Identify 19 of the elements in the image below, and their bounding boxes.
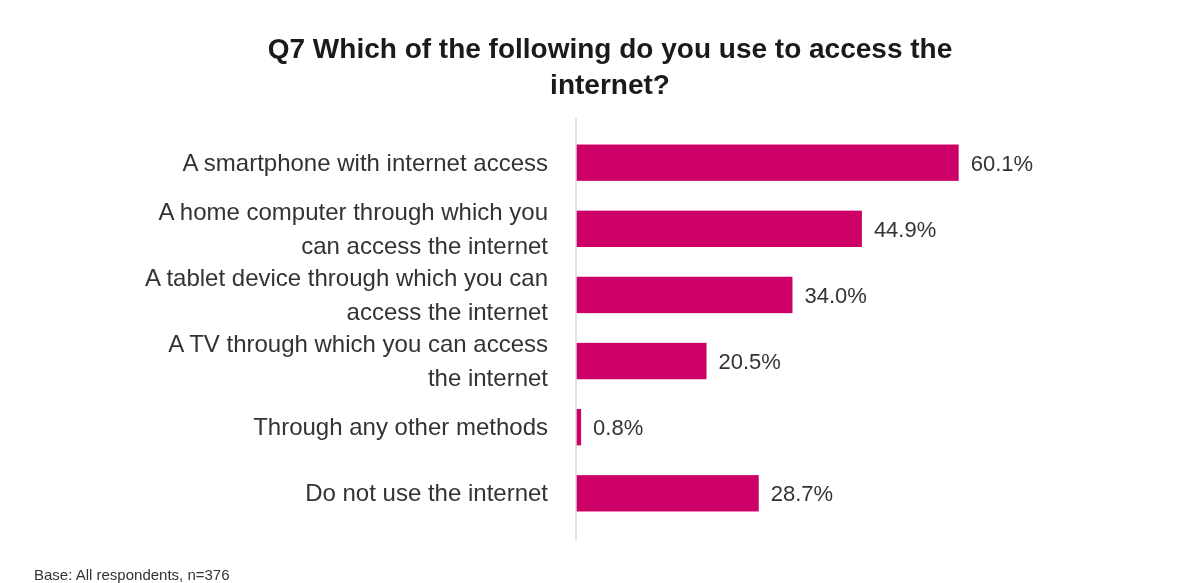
y-tick-label: A tablet device through which you can access the internet xyxy=(145,263,549,325)
bar xyxy=(576,475,759,512)
data-label: 0.8% xyxy=(593,415,644,441)
y-tick-label: A home computer through which you can access the internet xyxy=(158,197,549,259)
y-tick-label: Do not use the internet xyxy=(305,479,549,507)
data-label: 20.5% xyxy=(718,349,781,375)
y-tick-label: A TV through which you can access the internet xyxy=(168,330,549,392)
bar xyxy=(576,342,707,380)
data-label: 34.0% xyxy=(804,282,867,308)
data-label: 28.7% xyxy=(770,481,834,507)
data-label: 44.9% xyxy=(873,216,937,242)
text: Base: All respondents, n=376 xyxy=(34,566,230,583)
bar xyxy=(576,144,959,181)
y-tick-label: Through any other methods xyxy=(253,413,548,441)
chart-title: Q7 Which of the following do you use to access the internet? xyxy=(267,33,953,100)
bar xyxy=(576,276,793,314)
y-tick-label: A smartphone with internet access xyxy=(182,148,548,176)
data-label: 60.1% xyxy=(970,150,1034,176)
bar xyxy=(576,210,862,248)
